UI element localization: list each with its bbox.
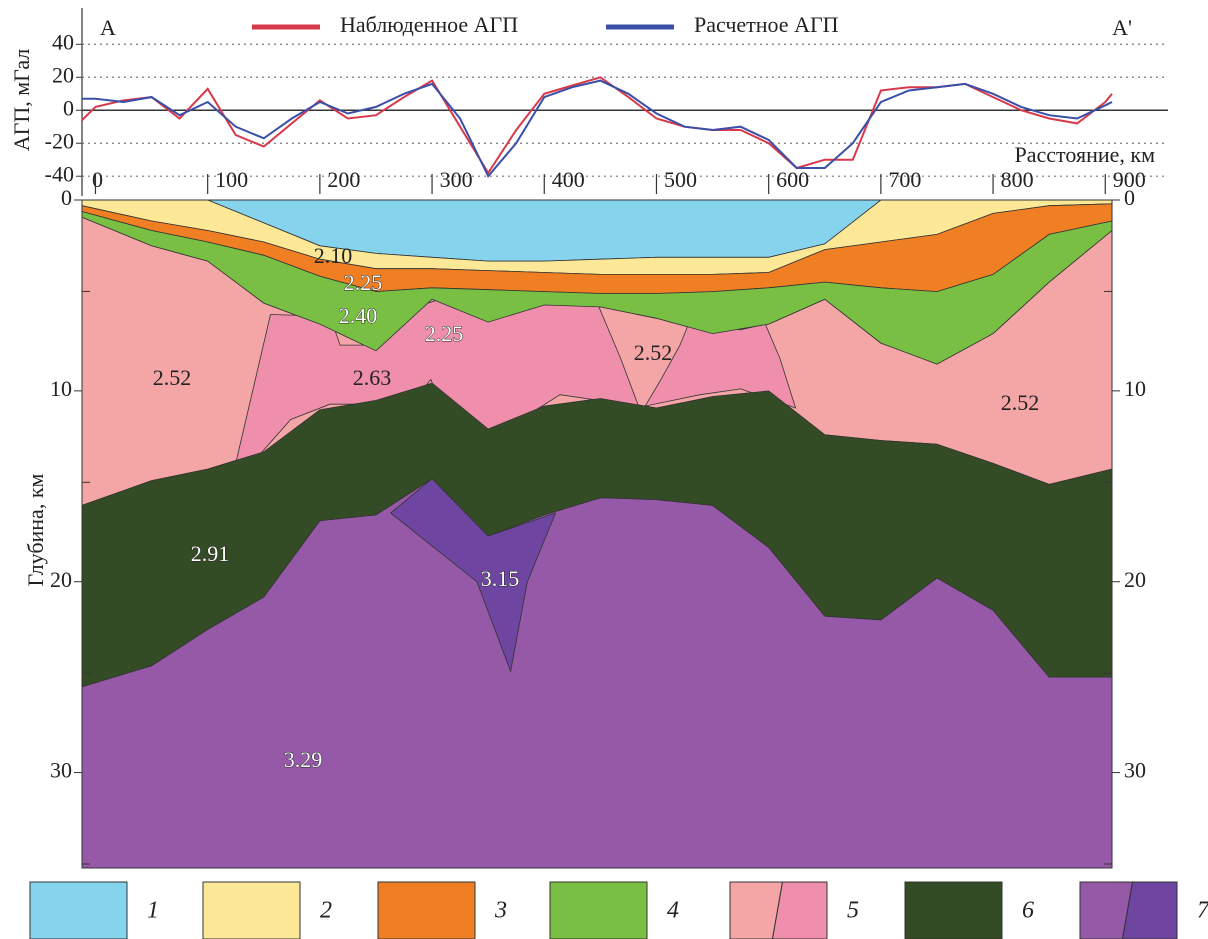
y-tick-label: 0: [1124, 185, 1135, 210]
y-tick-label: -40: [45, 161, 74, 186]
y-tick-label: 30: [1124, 758, 1146, 783]
anomaly-line: [82, 77, 1112, 173]
legend-label: Наблюденное АГП: [340, 12, 518, 37]
density-label: 3.15: [481, 566, 520, 591]
legend-swatch: [203, 882, 300, 939]
legend-swatch: [905, 882, 1002, 939]
density-label: 2.40: [339, 303, 378, 328]
density-label: 2.52: [634, 340, 673, 365]
legend-label: 3: [494, 898, 507, 924]
x-tick-label: 0: [92, 167, 103, 192]
density-label: 2.91: [191, 541, 230, 566]
density-label: 3.29: [284, 747, 323, 772]
y-tick-label: 20: [50, 567, 72, 592]
legend-label: 5: [847, 898, 859, 924]
legend-swatch: [1123, 882, 1178, 939]
y-tick-label: -20: [45, 128, 74, 153]
legend-swatch: [550, 882, 647, 939]
legend-label: 1: [147, 898, 159, 924]
x-tick-label: 200: [327, 167, 360, 192]
anomaly-line: [82, 81, 1112, 177]
legend-swatch: [30, 882, 127, 939]
density-label: 2.52: [153, 365, 192, 390]
x-tick-label: 100: [215, 167, 248, 192]
x-tick-label: 800: [1001, 167, 1034, 192]
legend-label: 4: [667, 898, 679, 924]
y-axis-title: АГП, мГал: [9, 49, 34, 152]
density-label: 2.63: [353, 365, 392, 390]
x-tick-label: 300: [440, 167, 473, 192]
x-tick-label: 600: [776, 167, 809, 192]
density-label: 2.52: [1001, 390, 1040, 415]
density-label: 2.25: [344, 270, 383, 295]
y-tick-label: 20: [1124, 567, 1146, 592]
x-tick-label: 500: [664, 167, 697, 192]
y-tick-label: 40: [52, 29, 74, 54]
figure: A A' Расстояние, км АГП, мГал Глубина, к…: [0, 0, 1208, 939]
legend-swatch: [378, 882, 475, 939]
x-tick-label: 700: [888, 167, 921, 192]
y-tick-label: 0: [61, 185, 72, 210]
legend-swatch: [773, 882, 828, 939]
legend-label: 7: [1197, 898, 1208, 924]
legend-label: Расчетное АГП: [694, 12, 839, 37]
x-tick-label: 400: [552, 167, 585, 192]
profile-end-label: A': [1112, 15, 1132, 40]
x-axis-title: Расстояние, км: [1015, 142, 1156, 167]
y-tick-label: 0: [63, 95, 74, 120]
y-tick-label: 10: [1124, 376, 1146, 401]
density-label: 2.25: [425, 321, 464, 346]
y-tick-label: 10: [50, 376, 72, 401]
profile-start-label: A: [100, 15, 116, 40]
legend-label: 6: [1022, 898, 1034, 924]
y-tick-label: 20: [52, 62, 74, 87]
density-label: 2.10: [314, 243, 353, 268]
depth-axis-title: Глубина, км: [23, 473, 48, 586]
legend-label: 2: [320, 898, 332, 924]
y-tick-label: 30: [50, 758, 72, 783]
